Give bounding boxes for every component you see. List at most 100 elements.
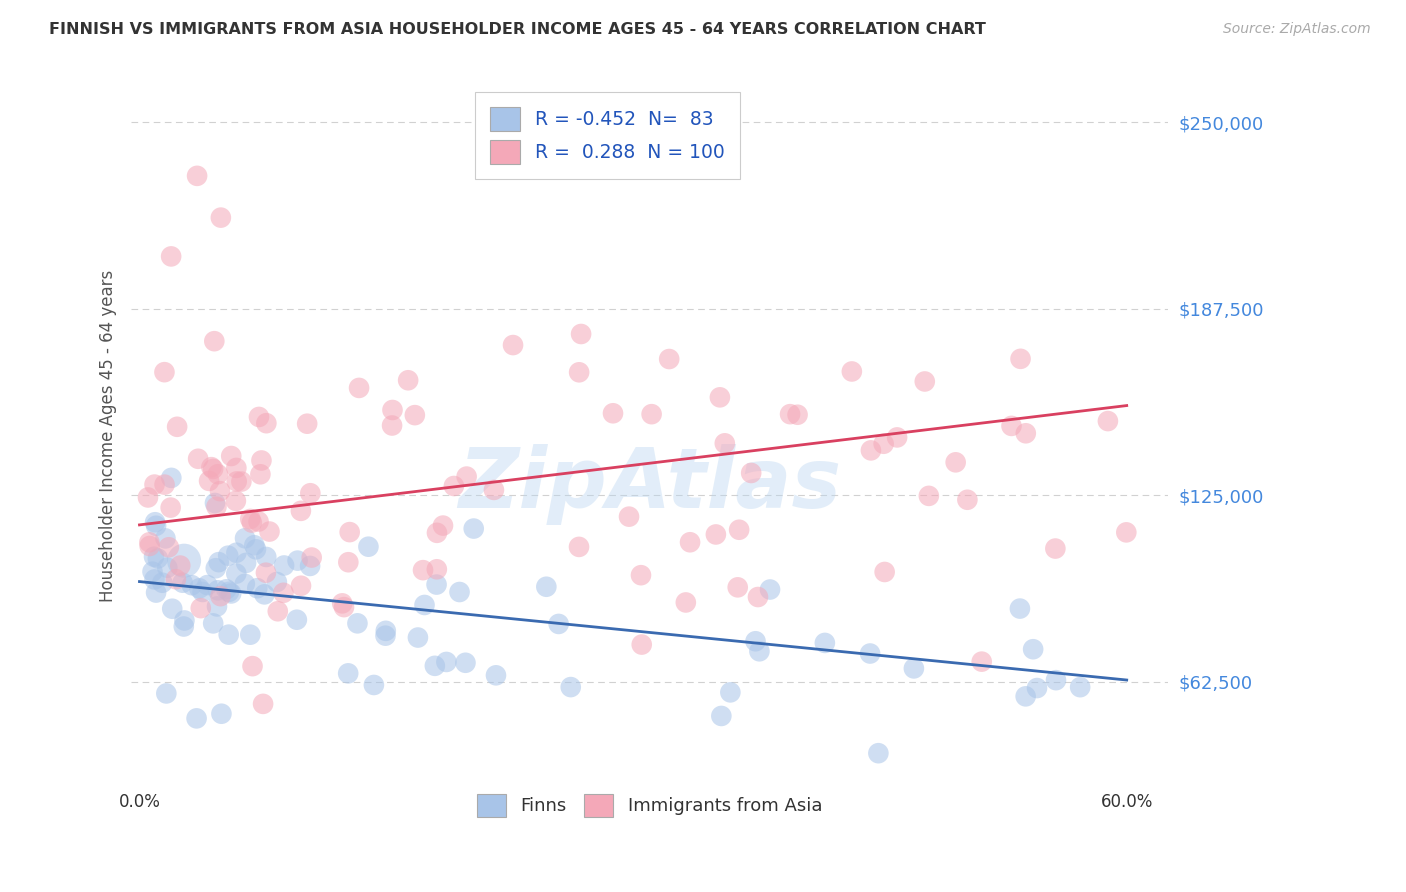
Point bbox=[145, 585, 167, 599]
Point bbox=[536, 580, 558, 594]
Point bbox=[285, 613, 308, 627]
Point bbox=[1045, 541, 1067, 556]
Point bbox=[330, 596, 353, 610]
Point bbox=[747, 590, 769, 604]
Point bbox=[337, 666, 360, 681]
Point bbox=[710, 709, 733, 723]
Point bbox=[166, 419, 188, 434]
Point bbox=[1014, 690, 1036, 704]
Point bbox=[138, 539, 160, 553]
Point bbox=[412, 563, 434, 577]
Point bbox=[207, 583, 229, 598]
Point bbox=[254, 416, 277, 430]
Point bbox=[287, 554, 309, 568]
Point bbox=[218, 584, 240, 599]
Point bbox=[243, 538, 266, 552]
Point bbox=[233, 531, 256, 545]
Point bbox=[347, 381, 370, 395]
Point bbox=[242, 659, 264, 673]
Point bbox=[202, 462, 225, 476]
Point bbox=[568, 540, 591, 554]
Point bbox=[413, 598, 436, 612]
Point bbox=[145, 518, 167, 533]
Text: Source: ZipAtlas.com: Source: ZipAtlas.com bbox=[1223, 22, 1371, 37]
Point bbox=[219, 586, 242, 600]
Point bbox=[165, 572, 187, 586]
Point bbox=[180, 578, 202, 592]
Point bbox=[290, 504, 312, 518]
Point bbox=[239, 628, 262, 642]
Point bbox=[502, 338, 524, 352]
Point bbox=[859, 443, 882, 458]
Point bbox=[266, 574, 288, 589]
Point bbox=[143, 477, 166, 491]
Point bbox=[872, 436, 894, 450]
Point bbox=[153, 477, 176, 491]
Point bbox=[173, 619, 195, 633]
Point bbox=[602, 406, 624, 420]
Point bbox=[914, 375, 936, 389]
Point bbox=[786, 408, 808, 422]
Point bbox=[714, 436, 737, 450]
Point bbox=[404, 408, 426, 422]
Point bbox=[357, 540, 380, 554]
Point bbox=[748, 644, 770, 658]
Point bbox=[482, 483, 505, 497]
Point bbox=[169, 558, 191, 573]
Point bbox=[198, 474, 221, 488]
Point bbox=[1045, 673, 1067, 688]
Point bbox=[443, 479, 465, 493]
Point bbox=[173, 554, 195, 568]
Point bbox=[188, 582, 211, 596]
Point bbox=[339, 525, 361, 540]
Point bbox=[247, 409, 270, 424]
Point bbox=[381, 403, 404, 417]
Point bbox=[225, 493, 247, 508]
Point bbox=[250, 453, 273, 467]
Point bbox=[254, 566, 277, 580]
Point bbox=[679, 535, 702, 549]
Point bbox=[454, 656, 477, 670]
Point bbox=[434, 655, 457, 669]
Point bbox=[160, 471, 183, 485]
Point bbox=[249, 467, 271, 482]
Point bbox=[617, 509, 640, 524]
Point bbox=[209, 706, 232, 721]
Point bbox=[295, 417, 318, 431]
Point bbox=[1008, 601, 1031, 615]
Point bbox=[1115, 525, 1137, 540]
Point bbox=[225, 475, 247, 489]
Point bbox=[396, 373, 419, 387]
Point bbox=[886, 430, 908, 444]
Point bbox=[337, 555, 360, 569]
Point bbox=[273, 586, 295, 600]
Point bbox=[658, 352, 681, 367]
Point bbox=[374, 629, 396, 643]
Point bbox=[208, 555, 231, 569]
Point bbox=[225, 566, 247, 581]
Point bbox=[146, 551, 169, 566]
Point bbox=[406, 631, 429, 645]
Point bbox=[1026, 681, 1049, 695]
Point bbox=[186, 169, 208, 183]
Point bbox=[1010, 351, 1032, 366]
Point bbox=[247, 515, 270, 529]
Point bbox=[1097, 414, 1119, 428]
Point bbox=[202, 334, 225, 349]
Point bbox=[239, 512, 262, 526]
Point bbox=[374, 624, 396, 638]
Point bbox=[252, 697, 274, 711]
Point bbox=[160, 249, 183, 263]
Point bbox=[217, 549, 239, 563]
Point bbox=[233, 577, 256, 591]
Point bbox=[485, 668, 508, 682]
Point bbox=[463, 522, 485, 536]
Point bbox=[630, 568, 652, 582]
Point bbox=[150, 575, 173, 590]
Point bbox=[290, 579, 312, 593]
Point bbox=[186, 711, 208, 725]
Point bbox=[381, 418, 404, 433]
Point bbox=[267, 604, 290, 618]
Point bbox=[640, 407, 662, 421]
Point bbox=[903, 661, 925, 675]
